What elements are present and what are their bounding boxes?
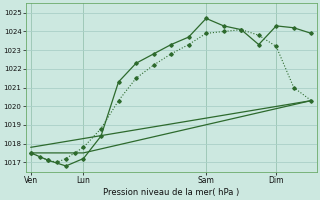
- X-axis label: Pression niveau de la mer( hPa ): Pression niveau de la mer( hPa ): [103, 188, 239, 197]
